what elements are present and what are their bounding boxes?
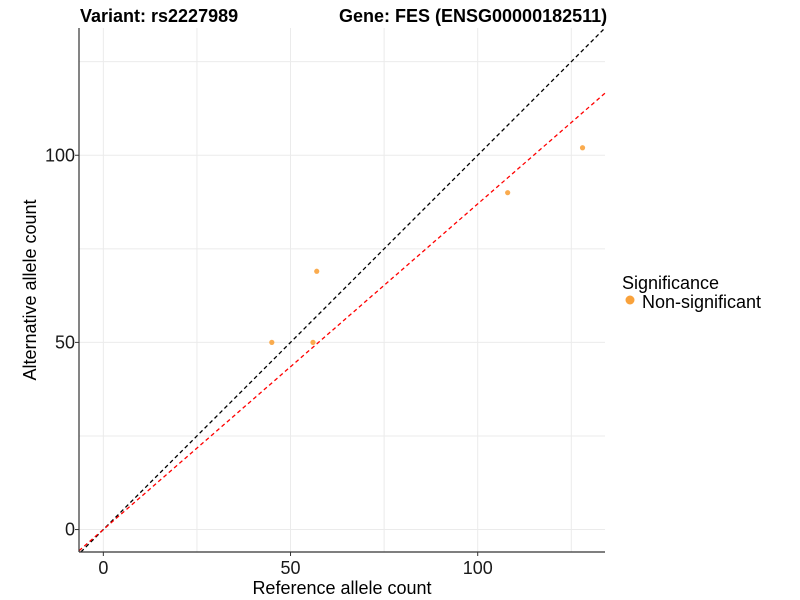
- data-point: [505, 190, 511, 196]
- x-tick-label: 0: [98, 558, 108, 578]
- reference-line-identity: [80, 27, 606, 553]
- x-axis-title: Reference allele count: [252, 578, 431, 598]
- chart-title-variant: Variant: rs2227989: [80, 6, 238, 26]
- grid-lines: [79, 28, 605, 552]
- data-point: [579, 145, 586, 151]
- x-tick-label: 50: [281, 558, 301, 578]
- legend-label-non-significant: Non-significant: [642, 292, 761, 312]
- y-tick-label: 0: [65, 520, 75, 540]
- x-tick-label: 100: [463, 558, 493, 578]
- legend-title: Significance: [622, 273, 719, 293]
- data-point: [269, 339, 275, 345]
- legend-key-non-significant: [625, 295, 635, 305]
- data-points: [269, 145, 586, 345]
- data-point: [310, 339, 316, 345]
- data-point: [314, 268, 320, 274]
- reference-lines: [78, 27, 606, 553]
- y-tick-label: 100: [45, 145, 75, 165]
- y-axis-title: Alternative allele count: [20, 199, 40, 380]
- y-tick-label: 50: [55, 332, 75, 352]
- axis-ticks: 0 50 100 0 50 100: [45, 145, 493, 578]
- chart-title-gene: Gene: FES (ENSG00000182511): [339, 6, 607, 26]
- legend: Significance Non-significant: [622, 273, 761, 312]
- reference-line-fit: [78, 92, 606, 552]
